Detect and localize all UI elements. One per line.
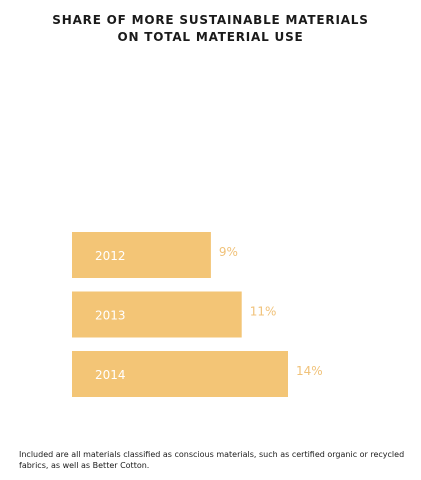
- chart-title-line-1: SHARE OF MORE SUSTAINABLE MATERIALS: [52, 13, 369, 27]
- bar-value-label-2013: 11%: [250, 305, 277, 319]
- bars-group: 2012 9% 2013 11% 2014 14%: [72, 232, 323, 397]
- chart-title: SHARE OF MORE SUSTAINABLE MATERIALS ON T…: [0, 12, 421, 46]
- bar-category-label-2012: 2012: [95, 249, 126, 263]
- bar-value-label-2014: 14%: [296, 364, 323, 378]
- bar-value-label-2012: 9%: [219, 245, 238, 259]
- bar-2014: [72, 351, 288, 397]
- chart-title-line-2: ON TOTAL MATERIAL USE: [117, 30, 304, 44]
- footnote: Included are all materials classified as…: [19, 450, 405, 470]
- bar-category-label-2013: 2013: [95, 309, 126, 323]
- bar-category-label-2014: 2014: [95, 368, 126, 382]
- bar-2013: [72, 291, 242, 338]
- bar-2012: [72, 232, 211, 278]
